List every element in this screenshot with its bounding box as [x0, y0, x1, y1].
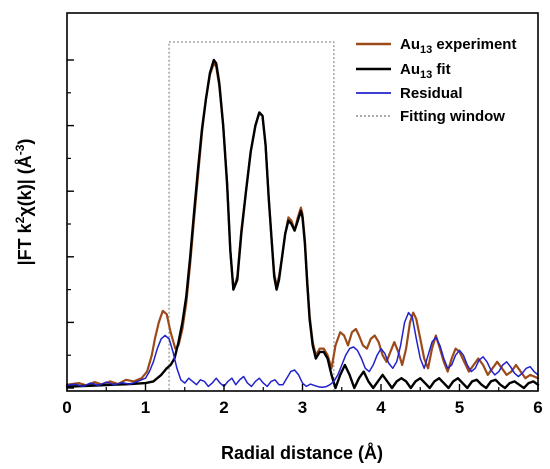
y-axis-title-part-1: |FT k	[15, 222, 35, 265]
legend: Au13 experiment Au13 fit Residual Fittin…	[356, 36, 516, 125]
legend-fit-sub: 13	[420, 69, 432, 81]
x-tick-label: 1	[141, 398, 150, 417]
legend-label-fit: Au13 fit	[400, 61, 451, 81]
legend-experiment-sub: 13	[420, 44, 432, 56]
x-ticks: 0 1 2 3 4 5 6	[62, 384, 543, 417]
x-tick-label: 2	[219, 398, 228, 417]
x-tick-label: 3	[298, 398, 307, 417]
x-tick-label: 5	[455, 398, 464, 417]
series-line-residual	[66, 311, 539, 389]
legend-fit-part-1: Au	[400, 61, 420, 78]
legend-experiment-part-2: experiment	[432, 36, 516, 53]
legend-label-experiment: Au13 experiment	[400, 36, 516, 56]
legend-experiment-part-1: Au	[400, 36, 420, 53]
x-tick-label: 6	[533, 398, 542, 417]
series-layer	[65, 58, 540, 390]
legend-label-residual: Residual	[400, 85, 463, 102]
x-tick-label: 0	[62, 398, 71, 417]
x-tick-label: 4	[376, 398, 386, 417]
y-axis-title-sup-1: 2	[13, 216, 27, 223]
legend-label-window: Fitting window	[400, 108, 505, 125]
plot-frame	[66, 12, 539, 392]
y-axis-title-part-2: χ(k)| (Å	[15, 155, 35, 216]
y-ticks	[67, 59, 74, 389]
y-axis-title: |FT k2χ(k)| (Å-3)	[13, 139, 35, 266]
y-axis-title-part-3: )	[15, 139, 35, 145]
x-axis-title: Radial distance (Å)	[221, 443, 383, 463]
y-axis-title-sup-2: -3	[13, 144, 27, 155]
series-line-fit	[65, 58, 540, 390]
legend-fit-part-2: fit	[432, 61, 450, 78]
